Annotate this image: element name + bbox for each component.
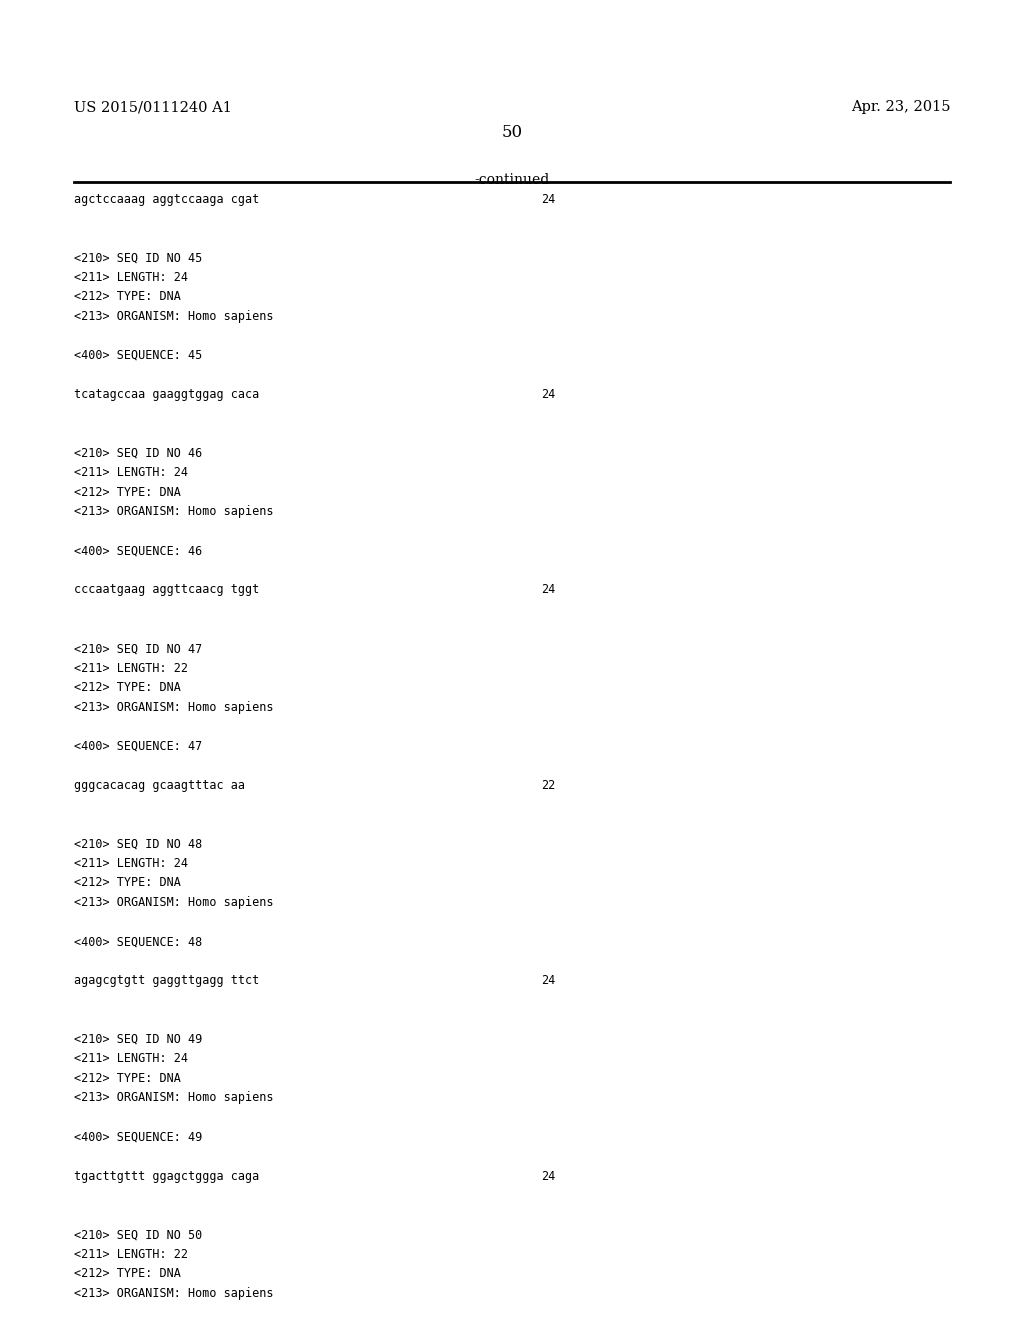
- Text: tgacttgttt ggagctggga caga: tgacttgttt ggagctggga caga: [74, 1170, 259, 1183]
- Text: <210> SEQ ID NO 45: <210> SEQ ID NO 45: [74, 251, 202, 264]
- Text: <212> TYPE: DNA: <212> TYPE: DNA: [74, 290, 180, 304]
- Text: Apr. 23, 2015: Apr. 23, 2015: [851, 100, 950, 115]
- Text: <210> SEQ ID NO 48: <210> SEQ ID NO 48: [74, 837, 202, 850]
- Text: <212> TYPE: DNA: <212> TYPE: DNA: [74, 1072, 180, 1085]
- Text: 24: 24: [541, 583, 555, 597]
- Text: gggcacacag gcaagtttac aa: gggcacacag gcaagtttac aa: [74, 779, 245, 792]
- Text: <212> TYPE: DNA: <212> TYPE: DNA: [74, 486, 180, 499]
- Text: <400> SEQUENCE: 48: <400> SEQUENCE: 48: [74, 935, 202, 948]
- Text: <213> ORGANISM: Homo sapiens: <213> ORGANISM: Homo sapiens: [74, 896, 273, 909]
- Text: <400> SEQUENCE: 46: <400> SEQUENCE: 46: [74, 544, 202, 557]
- Text: <211> LENGTH: 24: <211> LENGTH: 24: [74, 857, 187, 870]
- Text: <211> LENGTH: 24: <211> LENGTH: 24: [74, 271, 187, 284]
- Text: <212> TYPE: DNA: <212> TYPE: DNA: [74, 876, 180, 890]
- Text: <212> TYPE: DNA: <212> TYPE: DNA: [74, 1267, 180, 1280]
- Text: 24: 24: [541, 193, 555, 206]
- Text: tcatagccaa gaaggtggag caca: tcatagccaa gaaggtggag caca: [74, 388, 259, 401]
- Text: <211> LENGTH: 24: <211> LENGTH: 24: [74, 1052, 187, 1065]
- Text: <213> ORGANISM: Homo sapiens: <213> ORGANISM: Homo sapiens: [74, 1287, 273, 1300]
- Text: 24: 24: [541, 974, 555, 987]
- Text: <213> ORGANISM: Homo sapiens: <213> ORGANISM: Homo sapiens: [74, 310, 273, 323]
- Text: 24: 24: [541, 1170, 555, 1183]
- Text: <211> LENGTH: 22: <211> LENGTH: 22: [74, 661, 187, 675]
- Text: <210> SEQ ID NO 47: <210> SEQ ID NO 47: [74, 642, 202, 655]
- Text: <213> ORGANISM: Homo sapiens: <213> ORGANISM: Homo sapiens: [74, 1092, 273, 1105]
- Text: agagcgtgtt gaggttgagg ttct: agagcgtgtt gaggttgagg ttct: [74, 974, 259, 987]
- Text: <213> ORGANISM: Homo sapiens: <213> ORGANISM: Homo sapiens: [74, 701, 273, 714]
- Text: <211> LENGTH: 22: <211> LENGTH: 22: [74, 1247, 187, 1261]
- Text: US 2015/0111240 A1: US 2015/0111240 A1: [74, 100, 231, 115]
- Text: <400> SEQUENCE: 49: <400> SEQUENCE: 49: [74, 1130, 202, 1143]
- Text: <210> SEQ ID NO 46: <210> SEQ ID NO 46: [74, 446, 202, 459]
- Text: <210> SEQ ID NO 50: <210> SEQ ID NO 50: [74, 1228, 202, 1241]
- Text: <400> SEQUENCE: 45: <400> SEQUENCE: 45: [74, 348, 202, 362]
- Text: <210> SEQ ID NO 49: <210> SEQ ID NO 49: [74, 1032, 202, 1045]
- Text: agctccaaag aggtccaaga cgat: agctccaaag aggtccaaga cgat: [74, 193, 259, 206]
- Text: <213> ORGANISM: Homo sapiens: <213> ORGANISM: Homo sapiens: [74, 506, 273, 519]
- Text: cccaatgaag aggttcaacg tggt: cccaatgaag aggttcaacg tggt: [74, 583, 259, 597]
- Text: 22: 22: [541, 779, 555, 792]
- Text: <400> SEQUENCE: 47: <400> SEQUENCE: 47: [74, 739, 202, 752]
- Text: <211> LENGTH: 24: <211> LENGTH: 24: [74, 466, 187, 479]
- Text: 24: 24: [541, 388, 555, 401]
- Text: -continued: -continued: [474, 173, 550, 187]
- Text: <212> TYPE: DNA: <212> TYPE: DNA: [74, 681, 180, 694]
- Text: 50: 50: [502, 124, 522, 141]
